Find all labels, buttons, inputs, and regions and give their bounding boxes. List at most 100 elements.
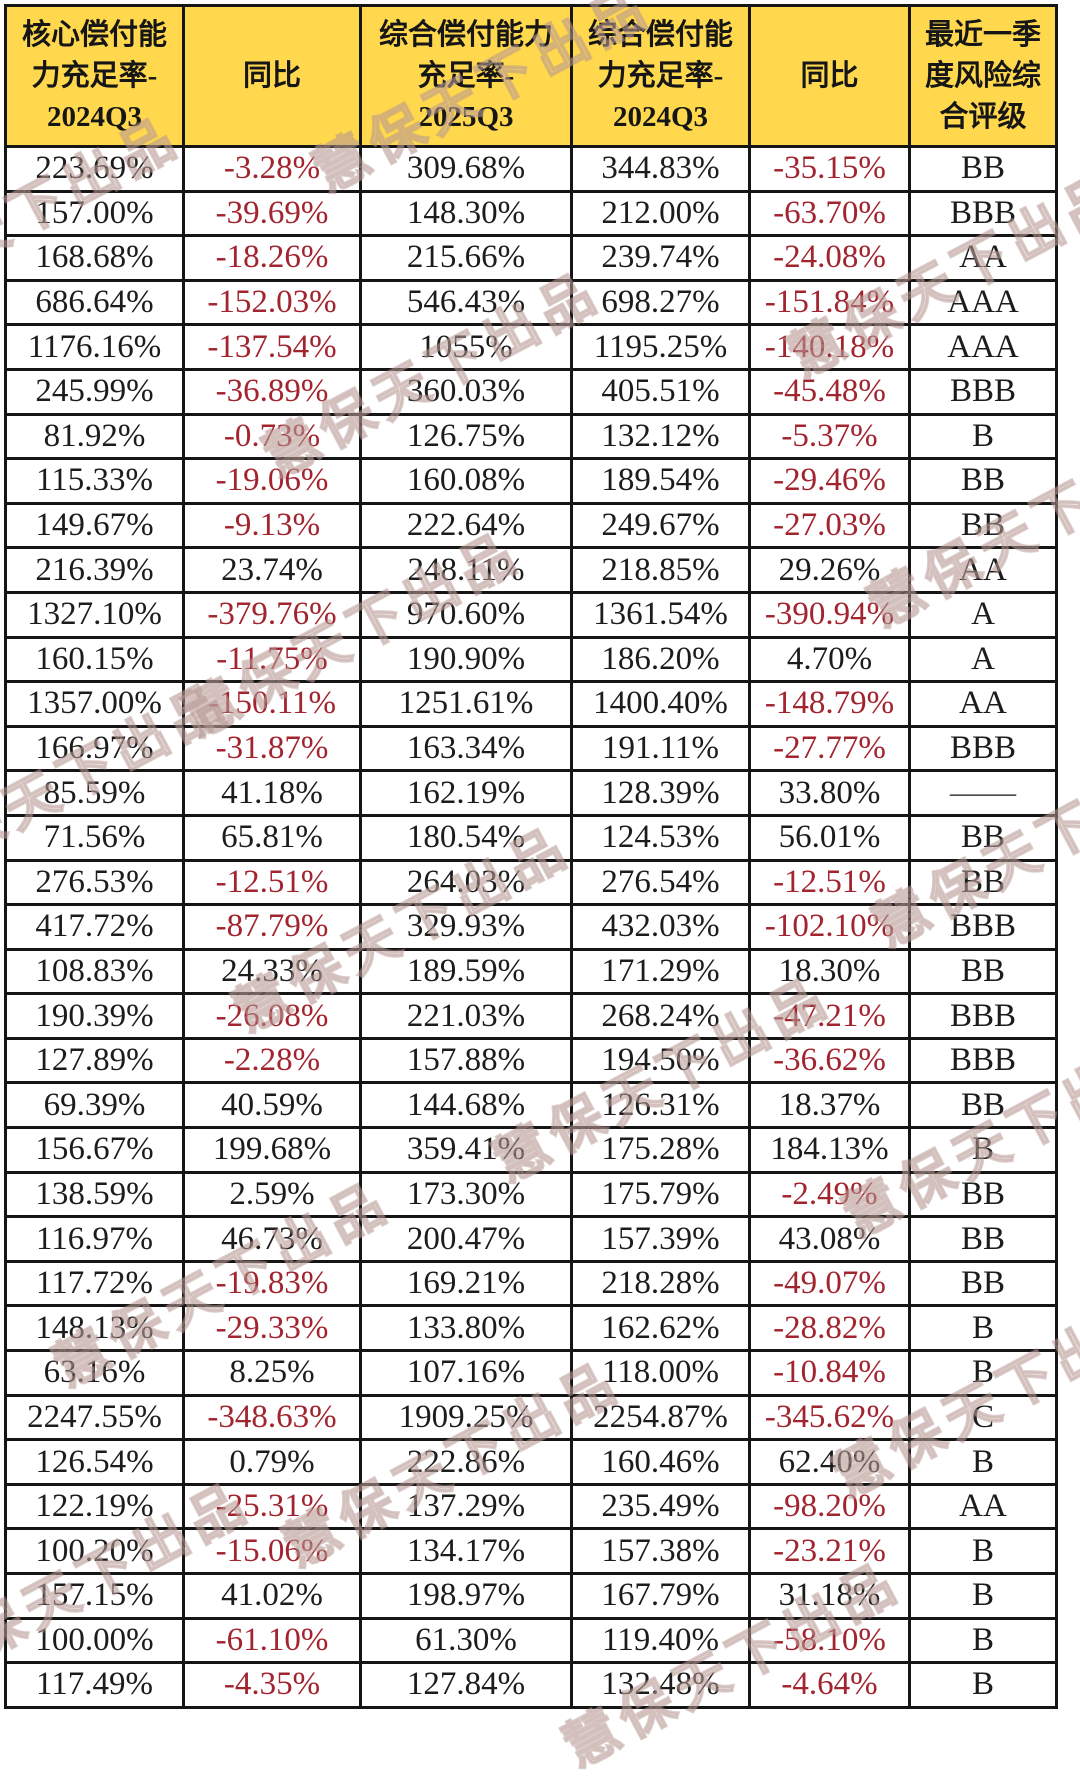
table-cell: 184.13% xyxy=(748,1126,911,1174)
table-cell: 61.30% xyxy=(359,1616,573,1665)
table-row: 417.72% -87.79% 329.93% 432.03% -102.10% BBB xyxy=(4,903,1058,951)
table-cell: 970.60% xyxy=(359,590,573,639)
table-cell: 128.39% xyxy=(570,769,751,817)
table-cell: 81.92% xyxy=(4,412,185,461)
table-cell: 157.15% xyxy=(4,1572,185,1620)
header-cell: 综合偿付能 力充足率- 2024Q3 xyxy=(570,4,751,148)
table-body: 223.69% -3.28% 309.68% 344.83% -35.15% BB 157.… xyxy=(4,145,1058,1709)
table-cell: -19.83% xyxy=(182,1259,362,1308)
table-cell: BB xyxy=(908,1259,1058,1308)
header-cell: 同比 xyxy=(182,4,362,148)
table-cell: 173.30% xyxy=(359,1170,573,1219)
table-cell: -63.70% xyxy=(748,189,911,238)
table-cell: 168.68% xyxy=(4,234,185,282)
table-cell: 160.15% xyxy=(4,635,185,684)
table-row: 216.39% 23.74% 248.11% 218.85% 29.26% AA xyxy=(4,546,1058,594)
table-cell: 198.97% xyxy=(359,1572,573,1620)
table-cell: BB xyxy=(908,813,1058,862)
table-cell: 175.79% xyxy=(570,1170,751,1219)
table-cell: -152.03% xyxy=(182,278,362,327)
table-cell: 100.20% xyxy=(4,1527,185,1575)
table-cell: 157.88% xyxy=(359,1036,573,1085)
table-cell: 119.40% xyxy=(570,1616,751,1665)
table-row: 1176.16% -137.54% 1055% 1195.25% -140.18% AAA xyxy=(4,323,1058,371)
table-cell: BB xyxy=(908,1215,1058,1263)
table-row: 81.92% -0.73% 126.75% 132.12% -5.37% B xyxy=(4,412,1058,461)
table-cell: 163.34% xyxy=(359,724,573,773)
table-cell: B xyxy=(908,1304,1058,1353)
table-cell: -49.07% xyxy=(748,1259,911,1308)
table-cell: -19.06% xyxy=(182,457,362,505)
table-cell: 1195.25% xyxy=(570,323,751,371)
table-cell: 190.39% xyxy=(4,992,185,1040)
table-cell: 417.72% xyxy=(4,903,185,951)
table-row: 156.67% 199.68% 359.41% 175.28% 184.13% B xyxy=(4,1126,1058,1174)
header-cell: 综合偿付能力 充足率- 2025Q3 xyxy=(359,4,573,148)
table-cell: AA xyxy=(908,1482,1058,1531)
table-cell: B xyxy=(908,412,1058,461)
table-cell: 268.24% xyxy=(570,992,751,1040)
table-row: 686.64% -152.03% 546.43% 698.27% -151.84% AAA xyxy=(4,278,1058,327)
table-cell: 222.64% xyxy=(359,501,573,550)
table-row: 168.68% -18.26% 215.66% 239.74% -24.08% AA xyxy=(4,234,1058,282)
table-cell: -0.73% xyxy=(182,412,362,461)
header-cell: 最近一季 度风险综 合评级 xyxy=(908,4,1058,148)
table-cell: BBB xyxy=(908,189,1058,238)
table-cell: 132.12% xyxy=(570,412,751,461)
table-cell: 1361.54% xyxy=(570,590,751,639)
table-cell: 189.59% xyxy=(359,947,573,996)
table-cell: 108.83% xyxy=(4,947,185,996)
table-cell: 162.62% xyxy=(570,1304,751,1353)
table-cell: 167.79% xyxy=(570,1572,751,1620)
table-header-row: 核心偿付能 力充足率- 2024Q3 同比 综合偿付能力 充足率- 2025Q3 综合… xyxy=(4,4,1058,148)
table-cell: 134.17% xyxy=(359,1527,573,1575)
table-cell: -25.31% xyxy=(182,1482,362,1531)
table-cell: A xyxy=(908,590,1058,639)
table-cell: 160.08% xyxy=(359,457,573,505)
table-cell: -12.51% xyxy=(748,858,911,907)
table-cell: 126.54% xyxy=(4,1438,185,1486)
table-cell: B xyxy=(908,1661,1058,1709)
table-cell: 56.01% xyxy=(748,813,911,862)
table-row: 100.00% -61.10% 61.30% 119.40% -58.10% B xyxy=(4,1616,1058,1665)
table-cell: AA xyxy=(908,680,1058,728)
table-cell: -36.62% xyxy=(748,1036,911,1085)
table-row: 127.89% -2.28% 157.88% 194.50% -36.62% BBB xyxy=(4,1036,1058,1085)
table-cell: -390.94% xyxy=(748,590,911,639)
table-cell: 1357.00% xyxy=(4,680,185,728)
table-cell: 29.26% xyxy=(748,546,911,594)
table-cell: -35.15% xyxy=(748,145,911,193)
table-cell: BB xyxy=(908,1170,1058,1219)
table-cell: 65.81% xyxy=(182,813,362,862)
table-cell: -148.79% xyxy=(748,680,911,728)
table-row: 1357.00% -150.11% 1251.61% 1400.40% -148.79%… xyxy=(4,680,1058,728)
table-cell: 215.66% xyxy=(359,234,573,282)
table-cell: 245.99% xyxy=(4,367,185,416)
table-cell: BB xyxy=(908,947,1058,996)
table-cell: BB xyxy=(908,501,1058,550)
table-row: 190.39% -26.08% 221.03% 268.24% -47.21% BBB xyxy=(4,992,1058,1040)
table-cell: -5.37% xyxy=(748,412,911,461)
table-cell: -29.46% xyxy=(748,457,911,505)
table-cell: 149.67% xyxy=(4,501,185,550)
table-cell: 169.21% xyxy=(359,1259,573,1308)
table-row: 85.59% 41.18% 162.19% 128.39% 33.80% —— xyxy=(4,769,1058,817)
table-cell: 309.68% xyxy=(359,145,573,193)
table-row: 138.59% 2.59% 173.30% 175.79% -2.49% BB xyxy=(4,1170,1058,1219)
table-cell: 698.27% xyxy=(570,278,751,327)
table-cell: -379.76% xyxy=(182,590,362,639)
table-cell: 127.84% xyxy=(359,1661,573,1709)
table-cell: -102.10% xyxy=(748,903,911,951)
table-row: 223.69% -3.28% 309.68% 344.83% -35.15% BB xyxy=(4,145,1058,193)
table-cell: 686.64% xyxy=(4,278,185,327)
table-cell: BB xyxy=(908,145,1058,193)
table-cell: 223.69% xyxy=(4,145,185,193)
table-cell: -26.08% xyxy=(182,992,362,1040)
table-cell: AA xyxy=(908,234,1058,282)
table-cell: 18.37% xyxy=(748,1081,911,1130)
table-cell: 8.25% xyxy=(182,1349,362,1397)
table-cell: 118.00% xyxy=(570,1349,751,1397)
table-cell: 2247.55% xyxy=(4,1393,185,1442)
table-cell: 546.43% xyxy=(359,278,573,327)
table-cell: 157.00% xyxy=(4,189,185,238)
